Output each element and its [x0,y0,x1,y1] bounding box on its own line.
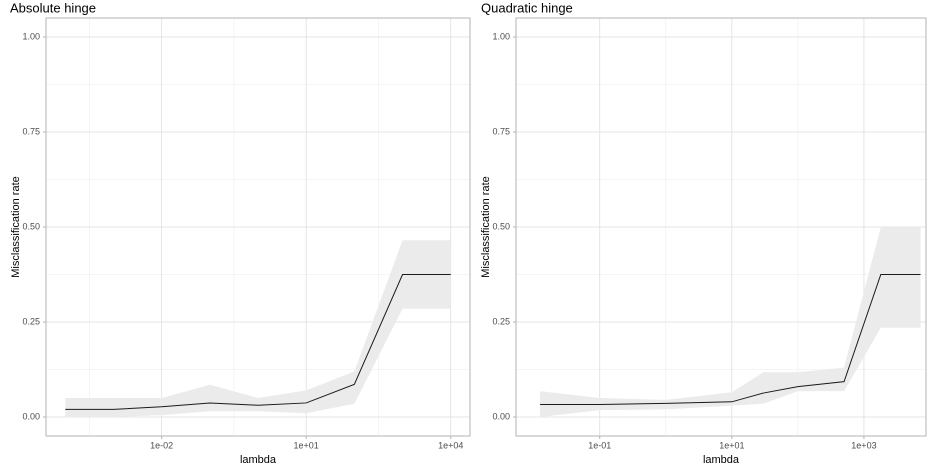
x-tick-label: 1e+01 [294,440,319,450]
y-tick-label: 0.25 [492,316,510,326]
x-axis-label: lambda [703,454,740,466]
x-tick-label: 1e-02 [150,440,173,450]
ribbon [540,227,921,417]
chart-title: Absolute hinge [10,0,96,15]
x-tick-label: 1e+03 [851,440,876,450]
y-tick-label: 0.75 [492,126,510,136]
y-tick-label: 0.00 [22,411,40,421]
y-tick-label: 0.50 [22,221,40,231]
y-tick-label: 0.50 [492,221,510,231]
x-axis-label: lambda [240,454,277,466]
chart-title: Quadratic hinge [481,0,573,15]
line [540,274,921,405]
x-tick-label: 1e-01 [588,440,611,450]
panel-border [515,17,927,437]
ribbon [65,240,451,417]
line [65,274,451,410]
y-axis-label: Misclassification rate [480,176,492,277]
y-axis-label: Misclassification rate [10,176,22,277]
y-tick-label: 1.00 [22,31,40,41]
panel-border [45,17,471,437]
y-tick-label: 0.75 [22,126,40,136]
x-tick-label: 1e+01 [719,440,744,450]
y-tick-label: 0.25 [22,316,40,326]
y-tick-label: 1.00 [492,31,510,41]
y-tick-label: 0.00 [492,411,510,421]
x-tick-label: 1e+04 [438,440,463,450]
